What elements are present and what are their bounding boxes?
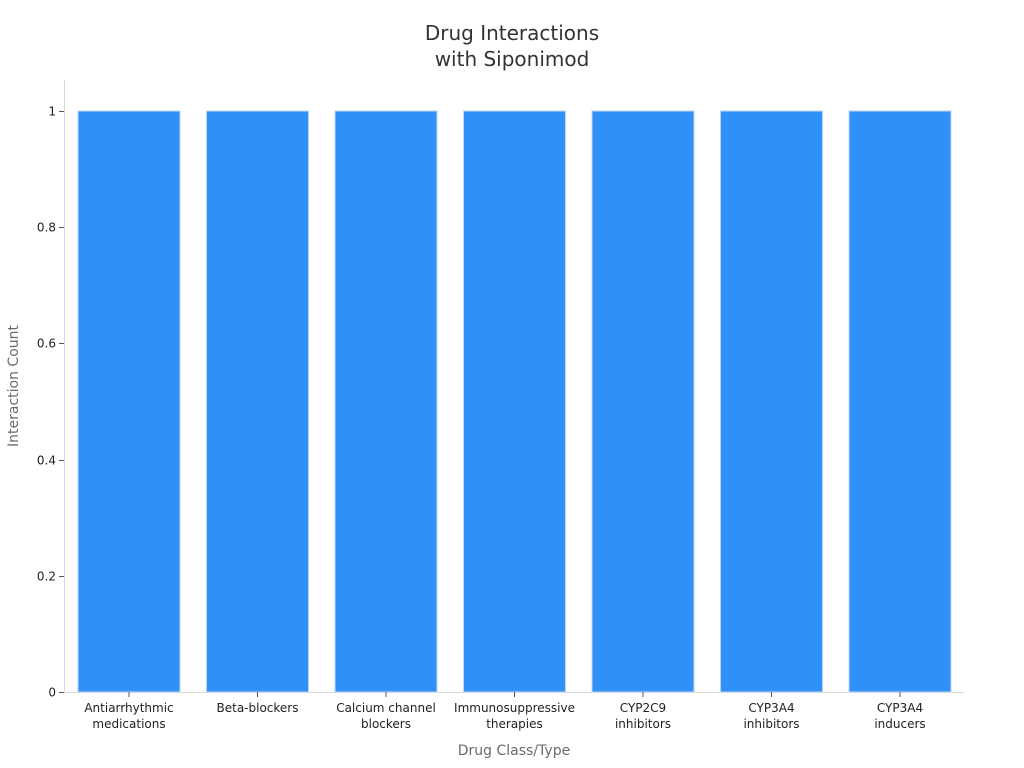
x-tick-label-line: Antiarrhythmic bbox=[84, 701, 173, 715]
x-tick-label: Beta-blockers bbox=[217, 701, 299, 715]
bar-6 bbox=[849, 111, 951, 692]
chart-title-line-2: with Siponimod bbox=[435, 47, 590, 71]
chart-title-line-1: Drug Interactions bbox=[425, 21, 599, 45]
y-tick-label: 0.4 bbox=[37, 454, 56, 468]
x-tick-label-line: therapies bbox=[486, 717, 543, 731]
bar-1 bbox=[207, 111, 309, 692]
x-tick-label: CYP3A4 inhibitors bbox=[743, 701, 799, 731]
x-tick-label-line: CYP2C9 bbox=[620, 701, 666, 715]
x-tick-label-line: CYP3A4 bbox=[877, 701, 923, 715]
x-tick-label: CYP3A4 inducers bbox=[874, 701, 925, 731]
x-ticks-group: Antiarrhythmic medications Beta-blockers Ca… bbox=[84, 692, 925, 731]
x-tick-label-line: blockers bbox=[361, 717, 411, 731]
x-tick-label-line: inhibitors bbox=[743, 717, 799, 731]
y-tick-label: 0 bbox=[48, 686, 56, 700]
x-tick-label-line: Beta-blockers bbox=[217, 701, 299, 715]
x-tick-label-line: CYP3A4 bbox=[748, 701, 794, 715]
y-tick-label: 0.2 bbox=[37, 570, 56, 584]
bars-group bbox=[78, 111, 951, 692]
y-tick-label: 0.6 bbox=[37, 337, 56, 351]
x-tick-label: Immunosuppressive therapies bbox=[454, 701, 575, 731]
bar-5 bbox=[721, 111, 823, 692]
x-tick-label-line: medications bbox=[92, 717, 165, 731]
x-tick-label-line: Calcium channel bbox=[336, 701, 436, 715]
y-ticks-group: 0 0.2 0.4 0.6 0.8 1 bbox=[37, 105, 64, 700]
y-tick-label: 1 bbox=[48, 105, 56, 119]
y-axis-label: Interaction Count bbox=[6, 325, 22, 447]
x-tick-label: CYP2C9 inhibitors bbox=[615, 701, 671, 731]
x-axis-label: Drug Class/Type bbox=[458, 743, 570, 759]
bar-0 bbox=[78, 111, 180, 692]
x-tick-label-line: inducers bbox=[874, 717, 925, 731]
bar-2 bbox=[335, 111, 437, 692]
bar-chart: Drug Interactions with Siponimod 0 0.2 0.4… bbox=[0, 0, 1024, 768]
x-tick-label: Antiarrhythmic medications bbox=[84, 701, 173, 731]
x-tick-label-line: Immunosuppressive bbox=[454, 701, 575, 715]
x-tick-label-line: inhibitors bbox=[615, 717, 671, 731]
bar-4 bbox=[592, 111, 694, 692]
bar-3 bbox=[464, 111, 566, 692]
x-tick-label: Calcium channel blockers bbox=[336, 701, 436, 731]
y-tick-label: 0.8 bbox=[37, 221, 56, 235]
